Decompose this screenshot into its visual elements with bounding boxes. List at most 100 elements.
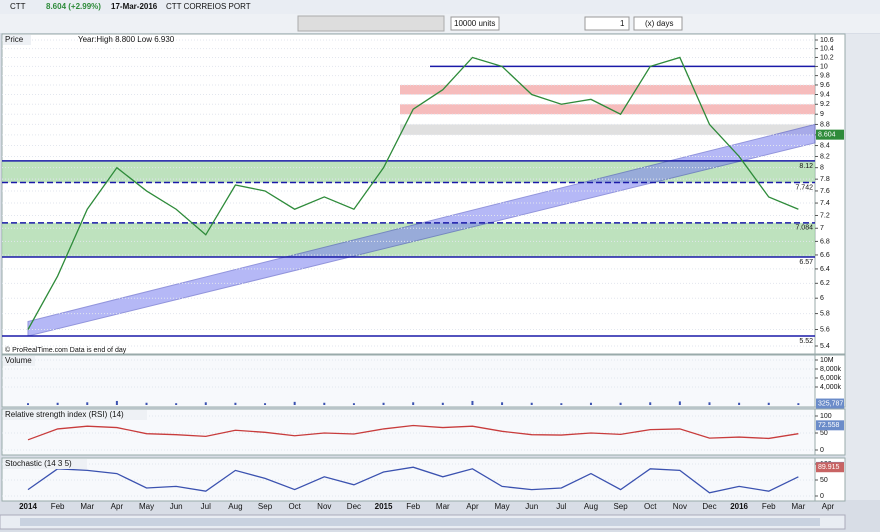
x-tick-label: Feb	[406, 502, 420, 511]
volume-bar	[264, 403, 267, 405]
y-tick-label: 9	[820, 111, 824, 118]
symbol[interactable]: CTT	[10, 2, 26, 11]
volume-bar	[560, 403, 563, 405]
volume-bar	[175, 403, 178, 405]
period-count-input[interactable]	[584, 16, 630, 31]
x-tick-label: Apr	[822, 502, 835, 511]
x-tick-label: 2016	[730, 502, 748, 511]
x-tick-label: 2015	[375, 502, 393, 511]
x-tick-label: Feb	[51, 502, 65, 511]
period-unit: (x) days	[645, 19, 673, 28]
x-tick-label: Aug	[228, 502, 242, 511]
zone	[400, 124, 815, 135]
volume-bar	[412, 402, 415, 405]
panel-header	[3, 459, 87, 469]
y-tick-label: 10.4	[820, 45, 834, 52]
x-tick-label: Sep	[613, 502, 628, 511]
y-tick-label: 0	[820, 493, 824, 500]
x-tick-label: Mar	[436, 502, 450, 511]
value-tag-label: 89.915	[818, 464, 840, 471]
value-tag-label: 8.604	[818, 131, 836, 138]
volume-bar	[382, 402, 385, 405]
volume-bar	[86, 402, 89, 405]
axis-area	[814, 354, 846, 408]
y-tick-label: 7.2	[820, 212, 830, 219]
x-tick-label: Nov	[673, 502, 687, 511]
y-tick-label: 7.6	[820, 188, 830, 195]
y-tick-label: 9.2	[820, 101, 830, 108]
data-line	[27, 424, 799, 441]
y-tick-label: 8.8	[820, 121, 830, 128]
y-tick-label: 8	[820, 165, 824, 172]
y-tick-label: 100	[820, 413, 832, 420]
volume-bar	[234, 402, 237, 405]
panel	[1, 354, 816, 408]
x-tick-label: Jul	[201, 502, 211, 511]
y-tick-label: 6.6	[820, 252, 830, 259]
y-tick-label: 6,000k	[820, 375, 842, 382]
level-label: 8.12	[799, 163, 813, 170]
value-tag-label: 72.558	[818, 422, 840, 429]
x-tick-label: Apr	[111, 502, 124, 511]
volume-bar	[27, 403, 29, 405]
data-line	[27, 56, 799, 330]
volume-bar	[797, 403, 800, 405]
x-tick-label: May	[139, 502, 154, 511]
y-tick-label: 9.8	[820, 72, 830, 79]
x-tick-label: Oct	[644, 502, 657, 511]
volume-bar	[323, 402, 326, 405]
y-tick-label: 4,000k	[820, 384, 842, 391]
y-tick-label: 7.4	[820, 200, 830, 207]
volume-bar	[293, 401, 296, 405]
x-tick-label: Aug	[584, 502, 598, 511]
x-tick-label: Jun	[170, 502, 183, 511]
volume-bar	[589, 402, 592, 405]
axis-area	[814, 33, 846, 355]
volume-bar	[352, 403, 355, 405]
value-tag-label: 325,787	[818, 400, 843, 407]
scroll-thumb[interactable]	[20, 518, 820, 526]
x-tick-label: Dec	[347, 502, 361, 511]
y-tick-label: 50	[820, 430, 828, 437]
y-tick-label: 6.2	[820, 280, 830, 287]
y-tick-label: 7.8	[820, 176, 830, 183]
period-count: 1	[620, 19, 625, 28]
panel-title: Volume	[5, 356, 32, 365]
value-tag	[816, 420, 844, 431]
y-tick-label: 9.4	[820, 91, 830, 98]
units-select[interactable]	[450, 16, 500, 31]
volume-bar	[471, 400, 474, 405]
value-tag	[816, 398, 844, 409]
panel-subtitle: Year:High 8.800 Low 6.930	[78, 35, 175, 44]
volume-bar	[530, 402, 533, 405]
value-tag	[816, 462, 844, 473]
data-line	[27, 466, 799, 494]
y-tick-label: 5.4	[820, 343, 830, 350]
volume-bar	[767, 402, 770, 405]
period-unit-select[interactable]	[633, 16, 683, 31]
y-tick-label: 10	[820, 63, 828, 70]
y-tick-label: 8.2	[820, 153, 830, 160]
level-label: 5.52	[799, 338, 813, 345]
y-tick-label: 9.6	[820, 82, 830, 89]
x-tick-label: Jun	[525, 502, 538, 511]
y-tick-label: 8.4	[820, 142, 830, 149]
volume-bar	[708, 402, 711, 405]
axis-area	[814, 408, 846, 456]
volume-bar	[619, 402, 622, 405]
x-tick-label: Mar	[80, 502, 94, 511]
x-tick-label: Jul	[556, 502, 566, 511]
x-tick-label: Oct	[288, 502, 301, 511]
y-tick-label: 5.8	[820, 310, 830, 317]
panel-header	[3, 410, 147, 420]
panel-title: Price	[5, 35, 24, 44]
date: 17-Mar-2016	[111, 2, 158, 11]
instrument-name: CTT CORREIOS PORT	[166, 2, 251, 11]
y-tick-label: 10.6	[820, 37, 834, 44]
y-tick-label: 6.4	[820, 266, 830, 273]
color-palette[interactable]	[297, 15, 445, 32]
y-tick-label: 10.2	[820, 54, 834, 61]
y-tick-label: 8,000k	[820, 366, 842, 373]
